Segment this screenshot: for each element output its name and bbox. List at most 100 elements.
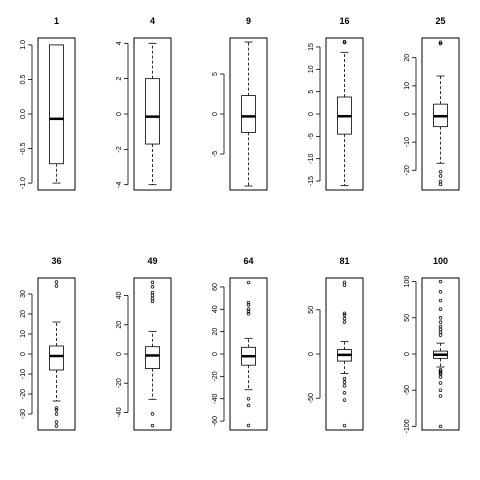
boxplot-panel-100: 100 -100 -50 0 50 100 bbox=[404, 256, 460, 433]
outlier-point bbox=[438, 368, 443, 372]
outlier-point bbox=[438, 381, 443, 385]
boxplot-panel-16: 16 -15 -10 -5 0 5 10 15 bbox=[308, 16, 364, 191]
plot-frame bbox=[133, 277, 172, 431]
plot-frame bbox=[325, 277, 364, 431]
boxplot-panel-64: 64 -60 -40 -20 0 20 40 60 bbox=[212, 256, 268, 431]
y-tick-label: 15 bbox=[308, 43, 315, 51]
y-tick-label: -50 bbox=[308, 393, 315, 403]
y-tick-label: 0 bbox=[404, 352, 411, 356]
y-tick-label: 50 bbox=[404, 314, 411, 322]
panel-title: 64 bbox=[243, 256, 253, 266]
panel-title: 4 bbox=[150, 16, 155, 26]
outlier-point bbox=[342, 376, 347, 381]
y-tick-label: 20 bbox=[20, 310, 27, 318]
boxplot-panel-25: 25 -20 -10 0 10 20 bbox=[404, 16, 460, 191]
y-tick-label: -20 bbox=[212, 371, 219, 381]
iqr-box bbox=[241, 95, 256, 133]
boxplot-panel-81: 81 -50 0 50 bbox=[308, 256, 364, 431]
outlier-point bbox=[54, 412, 59, 416]
y-tick-label: -30 bbox=[20, 409, 27, 419]
y-tick-label: -60 bbox=[212, 416, 219, 426]
y-tick-label: -10 bbox=[404, 137, 411, 147]
outlier-point bbox=[438, 330, 443, 335]
y-tick-label: 0 bbox=[212, 352, 219, 356]
outlier-point bbox=[150, 299, 155, 304]
y-tick-label: 10 bbox=[20, 330, 27, 338]
y-tick-label: 0 bbox=[20, 352, 27, 356]
outlier-point bbox=[438, 369, 443, 374]
outlier-point bbox=[246, 309, 251, 314]
panel-title: 25 bbox=[435, 16, 445, 26]
panel-title: 100 bbox=[433, 256, 448, 266]
y-tick-label: 0 bbox=[116, 352, 123, 356]
panel-title: 49 bbox=[147, 256, 157, 266]
y-tick-label: 0 bbox=[212, 112, 219, 116]
y-tick-label: 5 bbox=[212, 72, 219, 76]
y-tick-label: 30 bbox=[20, 290, 27, 298]
iqr-box bbox=[49, 345, 64, 371]
y-tick-label: 40 bbox=[212, 305, 219, 313]
outlier-point bbox=[438, 320, 443, 324]
y-tick-label: 0.5 bbox=[20, 74, 27, 84]
y-tick-label: 0.0 bbox=[20, 109, 27, 119]
y-tick-label: -20 bbox=[116, 378, 123, 388]
y-tick-label: -20 bbox=[20, 389, 27, 399]
outlier-point bbox=[438, 307, 443, 311]
plot-frame bbox=[37, 277, 76, 431]
outlier-point bbox=[438, 174, 443, 178]
iqr-box bbox=[145, 78, 160, 145]
outlier-point bbox=[342, 39, 347, 44]
outlier-point bbox=[246, 396, 251, 401]
outlier-point bbox=[438, 375, 443, 379]
outlier-point bbox=[246, 303, 251, 307]
outlier-point bbox=[342, 398, 347, 402]
y-tick-label: -5 bbox=[308, 133, 315, 139]
outlier-point bbox=[246, 312, 251, 316]
y-tick-label: 0 bbox=[116, 112, 123, 116]
outlier-point bbox=[438, 316, 443, 320]
outlier-point bbox=[342, 280, 347, 285]
outlier-point bbox=[342, 391, 347, 395]
y-tick-label: -1.0 bbox=[20, 177, 27, 189]
y-tick-label: -20 bbox=[404, 165, 411, 175]
outlier-point bbox=[342, 316, 347, 321]
panel-title: 36 bbox=[51, 256, 61, 266]
plot-frame bbox=[229, 37, 268, 191]
y-tick-label: -40 bbox=[116, 407, 123, 417]
outlier-point bbox=[246, 403, 251, 408]
outlier-point bbox=[150, 412, 155, 416]
outlier-point bbox=[438, 40, 443, 44]
panel-title: 81 bbox=[339, 256, 349, 266]
outlier-point bbox=[54, 284, 59, 288]
outlier-point bbox=[54, 424, 59, 428]
y-tick-label: -10 bbox=[20, 369, 27, 379]
outlier-point bbox=[438, 327, 443, 332]
y-tick-label: 20 bbox=[212, 328, 219, 336]
iqr-box bbox=[49, 44, 64, 165]
y-tick-label: 100 bbox=[404, 276, 411, 288]
y-tick-label: 60 bbox=[212, 283, 219, 291]
outlier-point bbox=[342, 384, 347, 388]
outlier-point bbox=[246, 307, 251, 312]
y-tick-label: 10 bbox=[308, 65, 315, 73]
outlier-point bbox=[438, 290, 443, 294]
outlier-point bbox=[150, 280, 155, 285]
y-tick-label: 40 bbox=[116, 292, 123, 300]
y-tick-label: 0 bbox=[308, 352, 315, 356]
plot-frame bbox=[133, 37, 172, 191]
outlier-point bbox=[150, 285, 155, 289]
y-tick-label: 0 bbox=[308, 112, 315, 116]
outlier-point bbox=[54, 280, 59, 284]
outlier-point bbox=[54, 420, 59, 424]
y-tick-label: -40 bbox=[212, 394, 219, 404]
y-tick-label: -100 bbox=[404, 419, 411, 433]
y-tick-label: -4 bbox=[116, 181, 123, 187]
outlier-point bbox=[54, 406, 59, 410]
y-tick-label: -50 bbox=[404, 385, 411, 395]
outlier-point bbox=[54, 408, 59, 412]
outlier-point bbox=[438, 179, 443, 184]
outlier-point bbox=[342, 313, 347, 317]
boxplot-panel-49: 49 -40 -20 0 20 40 bbox=[116, 256, 172, 431]
outlier-point bbox=[438, 388, 443, 392]
